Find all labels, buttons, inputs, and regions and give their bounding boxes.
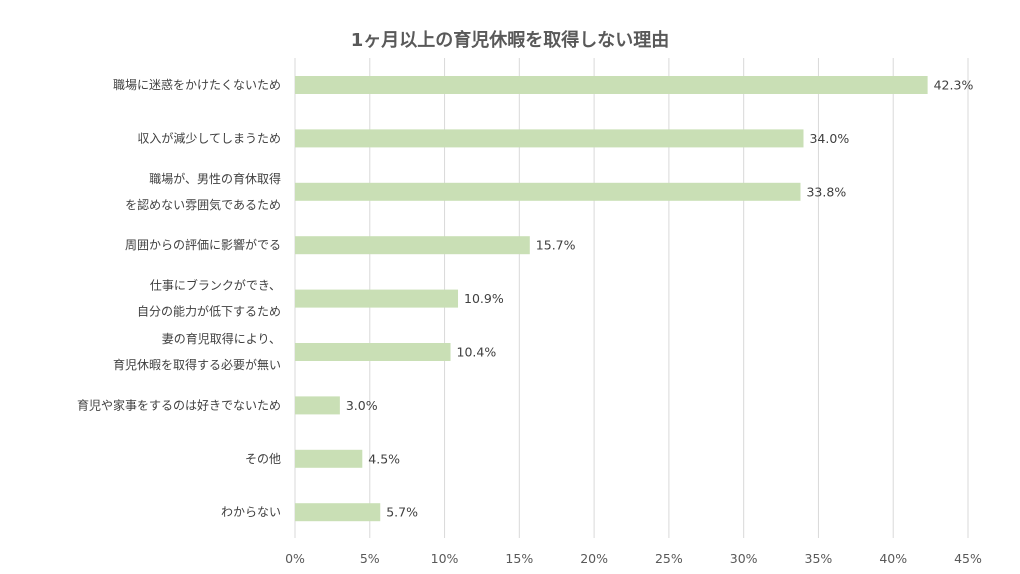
bar [295,289,459,308]
bar [295,129,804,148]
x-tick-label: 10% [431,551,459,566]
category-label: 仕事にブランクができ、自分の能力が低下するため [137,278,281,319]
category-label: 周囲からの評価に影響がでる [125,237,281,252]
category-label-line: 職場が、男性の育休取得 [149,171,281,186]
bar [295,76,928,94]
x-tick-label: 0% [285,551,305,566]
bar [295,503,381,522]
chart-title: 1ヶ月以上の育児休暇を取得しない理由 [350,30,670,51]
data-label: 34.0% [809,131,849,146]
category-label-line: 仕事にブランクができ、 [150,278,281,293]
category-label-line: 収入が減少してしまうため [137,130,281,145]
category-label: 職場に迷惑をかけたくないため [113,78,281,92]
bars [295,76,928,522]
x-tick-label: 15% [505,551,533,566]
category-label: わからない [221,505,281,519]
category-label: 職場が、男性の育休取得を認めない雰囲気であるため [125,171,281,212]
data-label: 4.5% [368,451,400,466]
category-label: 妻の育児取得により、育児休暇を取得する必要が無い [113,331,281,372]
category-label-line: 自分の能力が低下するため [137,304,281,319]
data-label: 15.7% [536,238,576,253]
data-label: 3.0% [346,398,378,413]
category-label-line: その他 [245,452,281,466]
x-tick-label: 40% [879,551,907,566]
bar [295,343,451,361]
category-label: 育児や家事をするのは好きでないため [77,397,281,412]
x-tick-label: 20% [580,551,608,566]
data-label: 10.9% [464,291,504,306]
x-tick-label: 5% [360,551,380,566]
x-tick-label: 30% [730,551,758,566]
labels: 0% 5% 10% 15% 20% 25% 30% 35% 40% 45% 42.3% 職場に迷惑をか… [77,78,982,567]
category-label-line: 育児休暇を取得する必要が無い [113,357,281,372]
category-label-line: 周囲からの評価に影響がでる [125,237,281,252]
category-label-line: 職場に迷惑をかけたくないため [113,78,281,92]
data-label: 42.3% [934,78,974,93]
category-label-line: 妻の育児取得により、 [162,331,281,346]
data-label: 10.4% [457,345,497,360]
x-tick-label: 45% [954,551,982,566]
data-label: 5.7% [386,505,418,520]
bar [295,182,801,201]
category-label-line: 育児や家事をするのは好きでないため [77,397,281,412]
category-label-line: わからない [221,505,281,519]
category-label-line: を認めない雰囲気であるため [125,197,281,212]
x-tick-label: 25% [655,551,683,566]
category-label: 収入が減少してしまうため [137,130,281,145]
x-tick-label: 35% [805,551,833,566]
bar [295,449,363,468]
category-label: その他 [245,452,281,466]
bar [295,396,340,415]
bar [295,236,530,255]
data-label: 33.8% [806,184,846,199]
